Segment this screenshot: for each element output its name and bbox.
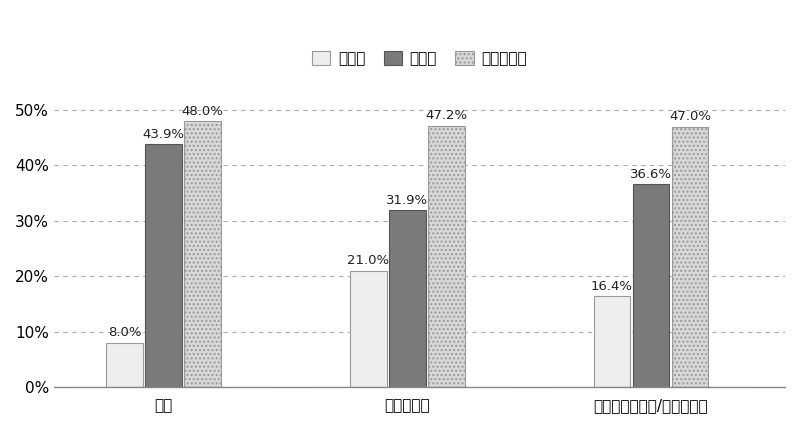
Bar: [389, 210, 426, 387]
Bar: [106, 342, 143, 387]
Text: 43.9%: 43.9%: [142, 128, 185, 140]
Text: 48.0%: 48.0%: [182, 105, 223, 118]
Bar: [428, 126, 465, 387]
Bar: [350, 270, 386, 387]
Text: 16.4%: 16.4%: [591, 280, 633, 293]
Legend: 増えた, 減った, 変わらない: 増えた, 減った, 変わらない: [306, 45, 533, 72]
Text: 36.6%: 36.6%: [630, 168, 672, 181]
Bar: [633, 184, 670, 387]
Text: 47.0%: 47.0%: [669, 110, 711, 123]
Text: 31.9%: 31.9%: [386, 194, 428, 207]
Text: 8.0%: 8.0%: [108, 326, 142, 339]
Bar: [184, 121, 221, 387]
Text: 21.0%: 21.0%: [347, 254, 390, 268]
Bar: [146, 144, 182, 387]
Text: 47.2%: 47.2%: [425, 109, 467, 122]
Bar: [672, 127, 708, 387]
Bar: [594, 296, 630, 387]
